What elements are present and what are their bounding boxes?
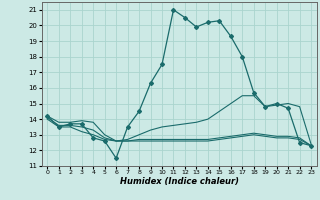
X-axis label: Humidex (Indice chaleur): Humidex (Indice chaleur): [120, 177, 239, 186]
